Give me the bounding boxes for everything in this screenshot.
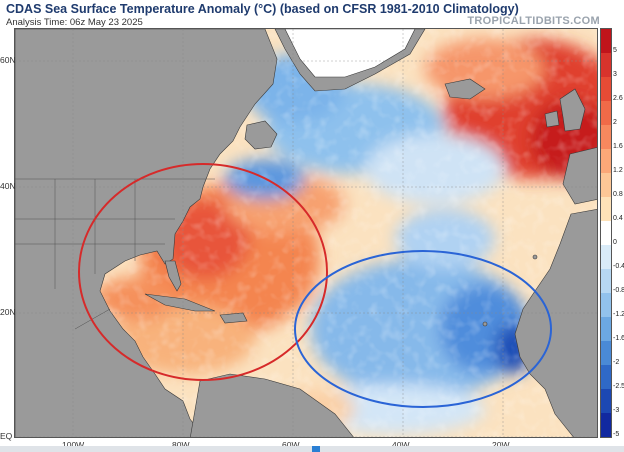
colorbar-tick-label: 1.2 bbox=[613, 167, 623, 174]
colorbar-segment bbox=[601, 413, 611, 437]
colorbar-tick-label: -2.5 bbox=[613, 383, 624, 390]
land-cape-verde bbox=[482, 321, 488, 327]
colorbar-tick-label: 3 bbox=[613, 71, 617, 78]
colorbar-segment bbox=[601, 245, 611, 269]
brand-watermark: TROPICALTIDBITS.COM bbox=[467, 15, 600, 27]
colorbar-segment bbox=[601, 125, 611, 149]
colorbar-segment bbox=[601, 29, 611, 53]
land-cuba bbox=[144, 293, 216, 312]
colorbar-tick-label: 2 bbox=[613, 119, 617, 126]
colorbar-tick-label: -0.8 bbox=[613, 287, 624, 294]
land-hispaniola bbox=[219, 312, 248, 324]
colorbar-segment bbox=[601, 365, 611, 389]
land-british-isles bbox=[559, 88, 586, 132]
colorbar-segment bbox=[601, 53, 611, 77]
lat-label-eq: EQ bbox=[0, 431, 13, 441]
colorbar-tick-label: -3 bbox=[613, 407, 620, 414]
graticule bbox=[15, 29, 597, 437]
colorbar-tick-label: -1.6 bbox=[613, 335, 624, 342]
land-north-america bbox=[15, 29, 278, 437]
lat-label-20n: 20N bbox=[0, 307, 16, 317]
colorbar-segment bbox=[601, 317, 611, 341]
lon-label-40w: 40W bbox=[392, 440, 410, 450]
lon-label-20w: 20W bbox=[492, 440, 510, 450]
colorbar-segment bbox=[601, 293, 611, 317]
land-newfoundland bbox=[244, 120, 278, 150]
land-africa bbox=[514, 209, 597, 437]
colorbar bbox=[600, 28, 612, 438]
lon-label-100w: 100W bbox=[62, 440, 85, 450]
colorbar-tick-label: 0.4 bbox=[613, 215, 623, 222]
land-ireland bbox=[544, 110, 560, 128]
land-iberia bbox=[562, 147, 597, 205]
map-canvas bbox=[15, 29, 597, 437]
blue-annotation-circle bbox=[294, 250, 552, 408]
colorbar-segment bbox=[601, 149, 611, 173]
analysis-time: Analysis Time: 06z May 23 2025 bbox=[6, 17, 143, 28]
colorbar-segment bbox=[601, 197, 611, 221]
land-south-america bbox=[190, 373, 354, 437]
colorbar-tick-label: 1.6 bbox=[613, 143, 623, 150]
colorbar-tick-label: -2 bbox=[613, 359, 620, 366]
lon-label-80w: 80W bbox=[172, 440, 190, 450]
colorbar-tick-label: 0.8 bbox=[613, 191, 623, 198]
colorbar-segment bbox=[601, 101, 611, 125]
colorbar-segment bbox=[601, 269, 611, 293]
political-borders bbox=[15, 178, 215, 330]
red-annotation-circle bbox=[78, 163, 328, 381]
land-canary-islands bbox=[532, 254, 538, 260]
lat-label-40n: 40N bbox=[0, 181, 16, 191]
colorbar-segment bbox=[601, 77, 611, 101]
colorbar-tick-label: 0 bbox=[613, 239, 617, 246]
colorbar-tick-label: -1.2 bbox=[613, 311, 624, 318]
horizontal-scrollbar[interactable] bbox=[0, 446, 624, 452]
land-iceland bbox=[444, 78, 486, 100]
colorbar-segment bbox=[601, 221, 611, 245]
colorbar-tick-label: 5 bbox=[613, 47, 617, 54]
scrollbar-thumb[interactable] bbox=[312, 446, 320, 452]
chart-title: CDAS Sea Surface Temperature Anomaly (°C… bbox=[6, 2, 519, 16]
lon-label-60w: 60W bbox=[282, 440, 300, 450]
colorbar-segment bbox=[601, 341, 611, 365]
colorbar-tick-label: 2.6 bbox=[613, 95, 623, 102]
sst-anomaly-map bbox=[14, 28, 598, 438]
colorbar-tick-label: -0.4 bbox=[613, 263, 624, 270]
land-florida bbox=[164, 260, 182, 292]
ice-greenland bbox=[284, 29, 416, 78]
colorbar-segment bbox=[601, 173, 611, 197]
colorbar-tick-label: -5 bbox=[613, 431, 620, 438]
lat-label-60n: 60N bbox=[0, 55, 16, 65]
colorbar-segment bbox=[601, 389, 611, 413]
